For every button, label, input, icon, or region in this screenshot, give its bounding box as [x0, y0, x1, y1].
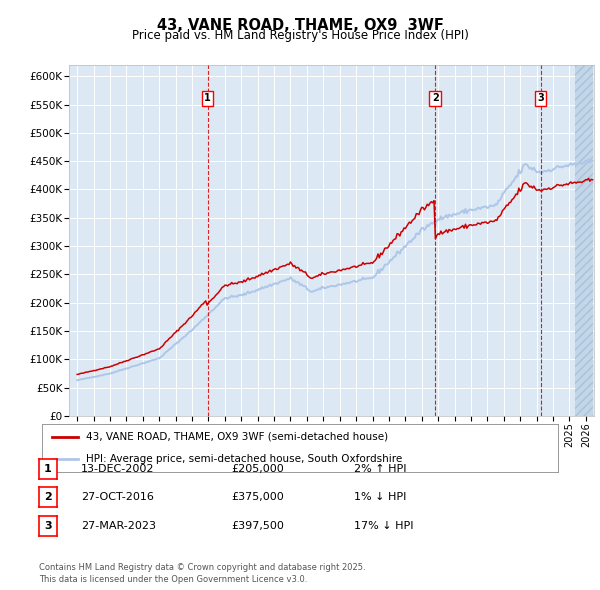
- Text: 2: 2: [44, 493, 52, 502]
- Text: 2: 2: [432, 93, 439, 103]
- Text: £397,500: £397,500: [231, 521, 284, 530]
- Text: 43, VANE ROAD, THAME, OX9  3WF: 43, VANE ROAD, THAME, OX9 3WF: [157, 18, 443, 32]
- Text: 17% ↓ HPI: 17% ↓ HPI: [354, 521, 413, 530]
- Text: Price paid vs. HM Land Registry's House Price Index (HPI): Price paid vs. HM Land Registry's House …: [131, 30, 469, 42]
- Text: 27-MAR-2023: 27-MAR-2023: [81, 521, 156, 530]
- Text: 3: 3: [537, 93, 544, 103]
- Text: 1: 1: [204, 93, 211, 103]
- Text: £375,000: £375,000: [231, 493, 284, 502]
- Text: 13-DEC-2002: 13-DEC-2002: [81, 464, 155, 474]
- Text: 27-OCT-2016: 27-OCT-2016: [81, 493, 154, 502]
- Text: 43, VANE ROAD, THAME, OX9 3WF (semi-detached house): 43, VANE ROAD, THAME, OX9 3WF (semi-deta…: [86, 432, 388, 442]
- Text: 2% ↑ HPI: 2% ↑ HPI: [354, 464, 407, 474]
- Text: 3: 3: [44, 521, 52, 530]
- Text: HPI: Average price, semi-detached house, South Oxfordshire: HPI: Average price, semi-detached house,…: [86, 454, 402, 464]
- Text: 1: 1: [44, 464, 52, 474]
- Text: Contains HM Land Registry data © Crown copyright and database right 2025.
This d: Contains HM Land Registry data © Crown c…: [39, 563, 365, 584]
- Text: 1% ↓ HPI: 1% ↓ HPI: [354, 493, 406, 502]
- Text: £205,000: £205,000: [231, 464, 284, 474]
